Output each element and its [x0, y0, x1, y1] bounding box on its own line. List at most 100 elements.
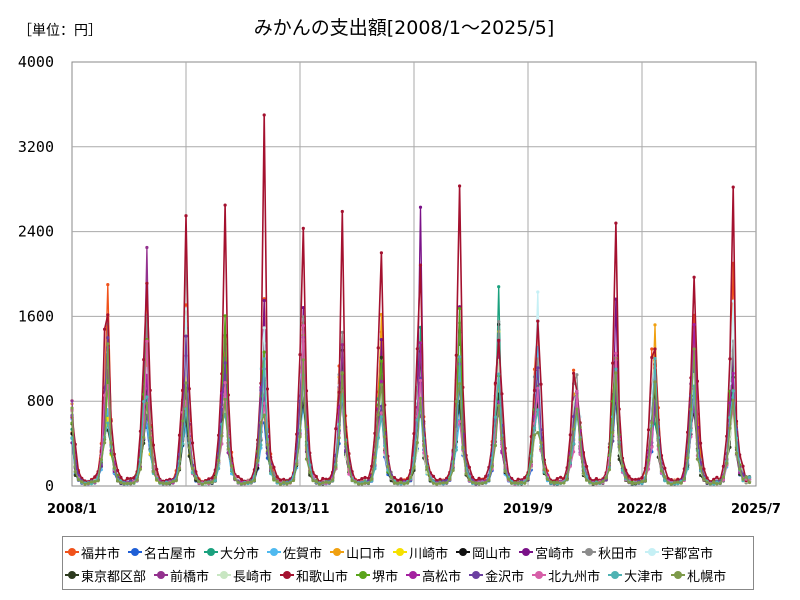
data-point [210, 476, 214, 480]
data-point [106, 313, 110, 317]
data-point [70, 399, 74, 403]
data-point [718, 481, 722, 485]
legend-item: 宮崎市 [519, 542, 574, 562]
data-point [259, 421, 263, 425]
data-point [614, 221, 618, 225]
data-point [497, 404, 501, 408]
data-point [243, 481, 247, 485]
data-point [405, 481, 410, 485]
data-point [448, 477, 452, 481]
data-point [262, 401, 266, 405]
data-point [464, 472, 468, 476]
legend-row-2: 東京都区部 前橋市 長崎市 和歌山市 堺市 高松市 金沢市 北九州市 大津市 札幌市 [65, 565, 734, 585]
data-point [171, 479, 175, 484]
x-tick-label: 2010/12 [156, 502, 215, 517]
legend-item: 川崎市 [393, 542, 448, 562]
data-point [611, 430, 615, 435]
data-point [132, 481, 136, 485]
legend-row-1: 福井市 名古屋市 大分市 佐賀市 山口市 川崎市 岡山市 宮崎市 秋田市 宇都宮市 [65, 542, 721, 562]
data-point [161, 481, 165, 485]
data-point [682, 477, 686, 481]
data-point [451, 468, 455, 472]
data-point [142, 400, 146, 404]
legend-marker [128, 545, 143, 559]
data-point [340, 330, 344, 334]
data-point [454, 448, 458, 452]
data-point [536, 290, 540, 294]
legend-label: 宮崎市 [535, 546, 575, 562]
legend-item: 佐賀市 [267, 542, 322, 562]
legend-item: 高松市 [406, 565, 461, 585]
data-point [177, 433, 182, 437]
data-point [594, 477, 599, 481]
legend-marker [65, 568, 79, 582]
legend-marker [608, 568, 623, 582]
data-point [83, 482, 87, 486]
data-point [676, 480, 680, 484]
data-point [539, 382, 543, 386]
legend-label: 大津市 [624, 569, 664, 585]
data-point [301, 324, 305, 328]
data-point [467, 465, 471, 469]
data-point [262, 357, 266, 361]
data-point [663, 475, 667, 479]
data-point [549, 480, 553, 484]
data-point [702, 467, 706, 471]
data-point [200, 482, 204, 486]
data-point [353, 480, 357, 484]
legend-item: 和歌山市 [280, 565, 348, 585]
data-point [288, 481, 292, 485]
data-point [497, 372, 501, 376]
data-point [725, 461, 729, 465]
data-point [220, 434, 224, 438]
data-point [578, 438, 582, 442]
data-point [269, 465, 273, 469]
data-point [715, 475, 719, 479]
data-point [712, 477, 716, 481]
data-point [246, 480, 250, 484]
data-point [106, 421, 110, 425]
data-point [233, 477, 237, 481]
data-point [747, 480, 752, 485]
data-point [129, 477, 133, 481]
data-point [699, 441, 703, 445]
data-point [223, 314, 227, 318]
legend-label: 札幌市 [687, 569, 727, 585]
data-point [640, 479, 644, 484]
data-point [575, 373, 579, 377]
data-point [506, 477, 511, 481]
data-point [106, 416, 110, 420]
data-point [731, 398, 735, 402]
legend-marker [280, 568, 295, 582]
data-point [523, 476, 527, 480]
data-point [116, 479, 120, 483]
data-point [536, 431, 540, 435]
data-point [366, 481, 370, 485]
data-point [458, 420, 462, 424]
legend-item: 秋田市 [582, 542, 637, 562]
data-point [379, 251, 383, 255]
data-point [663, 479, 667, 483]
data-point [611, 361, 615, 365]
data-point [151, 443, 155, 447]
data-point [360, 477, 364, 481]
data-point [119, 475, 123, 479]
data-point [438, 477, 442, 481]
data-point [418, 341, 423, 345]
data-point [392, 481, 397, 485]
y-tick-label: 2400 [18, 223, 54, 241]
data-point [656, 443, 660, 447]
data-point [194, 476, 198, 480]
data-point [269, 472, 273, 476]
data-point [666, 481, 670, 485]
legend-marker [267, 545, 282, 559]
data-point [572, 368, 576, 372]
y-tick-label: 4000 [18, 53, 54, 71]
data-point [705, 480, 709, 484]
data-point [497, 338, 501, 342]
data-point [106, 342, 110, 346]
data-point [379, 379, 383, 384]
legend-item: 東京都区部 [65, 565, 146, 585]
data-point [627, 480, 631, 484]
